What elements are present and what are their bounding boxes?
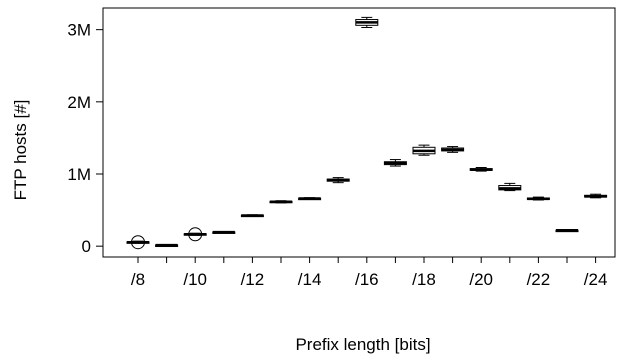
box-p15 bbox=[326, 177, 350, 184]
box-p13 bbox=[269, 200, 293, 204]
box-p14 bbox=[298, 197, 322, 201]
x-tick-label: /24 bbox=[584, 270, 608, 289]
box-p16 bbox=[355, 16, 379, 28]
box-p20 bbox=[469, 167, 493, 172]
x-axis-label: Prefix length [bits] bbox=[295, 335, 430, 354]
box-p9 bbox=[155, 243, 179, 248]
x-tick-label: /22 bbox=[527, 270, 551, 289]
x-tick-label: /18 bbox=[412, 270, 436, 289]
x-tick-label: /8 bbox=[131, 270, 145, 289]
x-tick-label: /14 bbox=[298, 270, 322, 289]
outlier-point bbox=[131, 235, 145, 250]
box-p10 bbox=[183, 227, 207, 242]
box-p8 bbox=[126, 235, 150, 250]
box-p23 bbox=[555, 229, 579, 233]
plot-frame bbox=[102, 7, 616, 258]
y-axis-label: FTP hosts [#] bbox=[11, 100, 30, 201]
y-tick-label: 1M bbox=[67, 165, 91, 184]
y-tick-label: 0 bbox=[82, 237, 91, 256]
box-series bbox=[126, 16, 608, 250]
box-p21 bbox=[498, 182, 522, 192]
box-p18 bbox=[412, 144, 436, 156]
x-tick-label: /16 bbox=[355, 270, 379, 289]
outlier-point bbox=[188, 227, 203, 242]
x-axis: /8/10/12/14/16/18/20/22/24 bbox=[131, 257, 608, 289]
x-tick-label: /10 bbox=[183, 270, 207, 289]
box-p24 bbox=[584, 193, 608, 199]
box-p11 bbox=[212, 230, 236, 234]
box-p19 bbox=[441, 146, 465, 153]
y-axis: 0 1M 2M 3M bbox=[67, 21, 103, 256]
y-tick-label: 3M bbox=[67, 21, 91, 40]
x-tick-label: /20 bbox=[469, 270, 493, 289]
box-p12 bbox=[240, 214, 264, 218]
y-tick-label: 2M bbox=[67, 93, 91, 112]
box-p17 bbox=[383, 159, 407, 167]
box-p22 bbox=[526, 196, 550, 201]
x-tick-label: /12 bbox=[241, 270, 265, 289]
